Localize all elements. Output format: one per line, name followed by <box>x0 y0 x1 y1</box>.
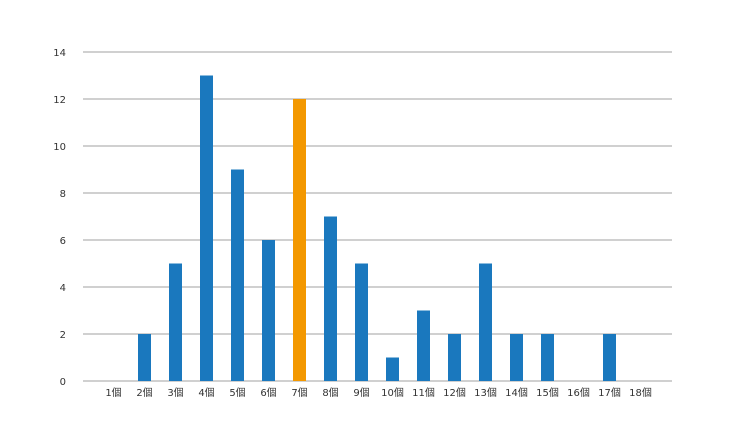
x-tick-label: 3個 <box>167 386 183 399</box>
y-axis-ticks: 0 2 4 6 8 10 12 14 <box>53 48 66 388</box>
bars <box>138 75 616 381</box>
y-tick-label: 4 <box>60 283 66 294</box>
x-tick-label: 9個 <box>353 386 369 399</box>
x-axis-ticks: 1個 2個 3個 4個 5個 6個 7個 8個 9個 10個 11個 12個 13個 14個 15個 16個 1… <box>105 386 652 399</box>
bar-4個 <box>200 75 213 381</box>
y-tick-label: 8 <box>60 189 66 200</box>
y-tick-label: 12 <box>53 95 66 106</box>
x-tick-label: 17個 <box>598 386 621 399</box>
x-tick-label: 5個 <box>229 386 245 399</box>
x-tick-label: 7個 <box>291 386 307 399</box>
bar-10個 <box>386 357 399 381</box>
y-tick-label: 6 <box>60 236 66 247</box>
bar-9個 <box>355 263 368 381</box>
y-tick-label: 0 <box>60 377 66 388</box>
bar-11個 <box>417 310 430 381</box>
bar-5個 <box>231 169 244 381</box>
bar-2個 <box>138 334 151 381</box>
x-tick-label: 6個 <box>260 386 276 399</box>
bar-15個 <box>541 334 554 381</box>
bar-17個 <box>603 334 616 381</box>
bar-7個 <box>293 99 306 381</box>
x-tick-label: 11個 <box>412 386 435 399</box>
x-tick-label: 16個 <box>567 386 590 399</box>
bar-12個 <box>448 334 461 381</box>
x-tick-label: 14個 <box>505 386 528 399</box>
x-tick-label: 4個 <box>198 386 214 399</box>
y-tick-label: 14 <box>53 48 66 59</box>
bar-14個 <box>510 334 523 381</box>
x-tick-label: 8個 <box>322 386 338 399</box>
bar-3個 <box>169 263 182 381</box>
x-tick-label: 12個 <box>443 386 466 399</box>
x-tick-label: 18個 <box>629 386 652 399</box>
x-tick-label: 13個 <box>474 386 497 399</box>
x-tick-label: 15個 <box>536 386 559 399</box>
x-tick-label: 10個 <box>381 386 404 399</box>
x-tick-label: 2個 <box>136 386 152 399</box>
bar-8個 <box>324 216 337 381</box>
x-tick-label: 1個 <box>105 386 121 399</box>
y-tick-label: 2 <box>60 330 66 341</box>
y-tick-label: 10 <box>53 142 66 153</box>
bar-6個 <box>262 240 275 381</box>
bar-13個 <box>479 263 492 381</box>
